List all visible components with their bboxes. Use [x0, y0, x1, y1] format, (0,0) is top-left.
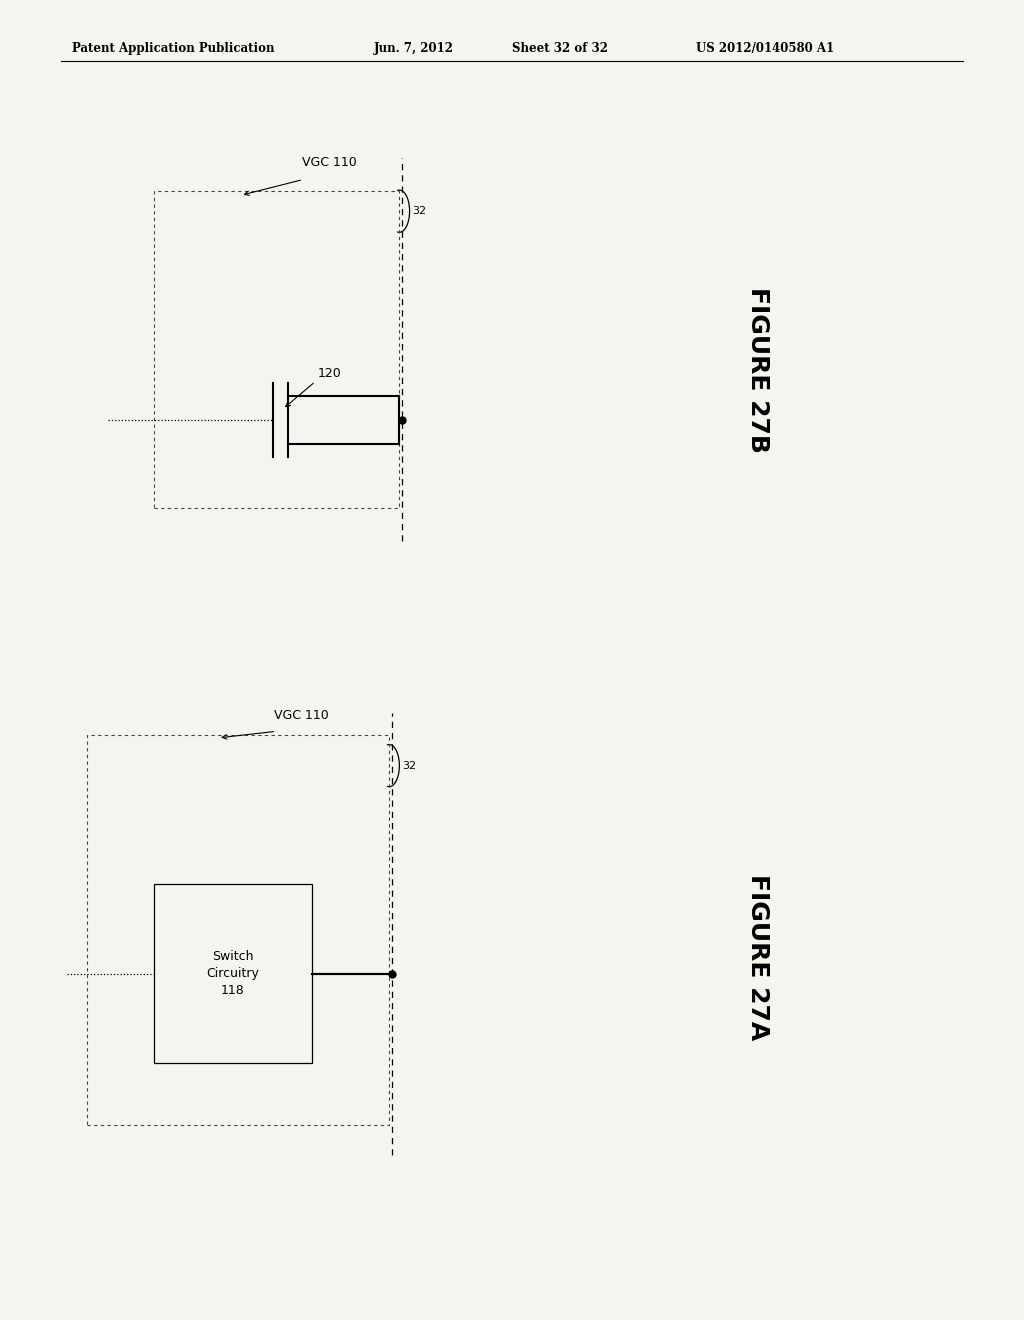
- Text: Jun. 7, 2012: Jun. 7, 2012: [374, 42, 454, 55]
- Text: 32: 32: [402, 760, 417, 771]
- Bar: [154, 191, 399, 508]
- Bar: [154, 884, 312, 1063]
- Text: 32: 32: [413, 206, 427, 216]
- Bar: [87, 735, 389, 1125]
- Text: VGC 110: VGC 110: [274, 709, 329, 722]
- Text: VGC 110: VGC 110: [302, 156, 356, 169]
- Text: Patent Application Publication: Patent Application Publication: [72, 42, 274, 55]
- Text: 120: 120: [317, 367, 341, 380]
- Text: Switch
Circuitry
118: Switch Circuitry 118: [207, 950, 259, 997]
- Text: FIGURE 27B: FIGURE 27B: [745, 286, 770, 453]
- Text: FIGURE 27A: FIGURE 27A: [745, 874, 770, 1040]
- Text: Sheet 32 of 32: Sheet 32 of 32: [512, 42, 608, 55]
- Text: US 2012/0140580 A1: US 2012/0140580 A1: [696, 42, 835, 55]
